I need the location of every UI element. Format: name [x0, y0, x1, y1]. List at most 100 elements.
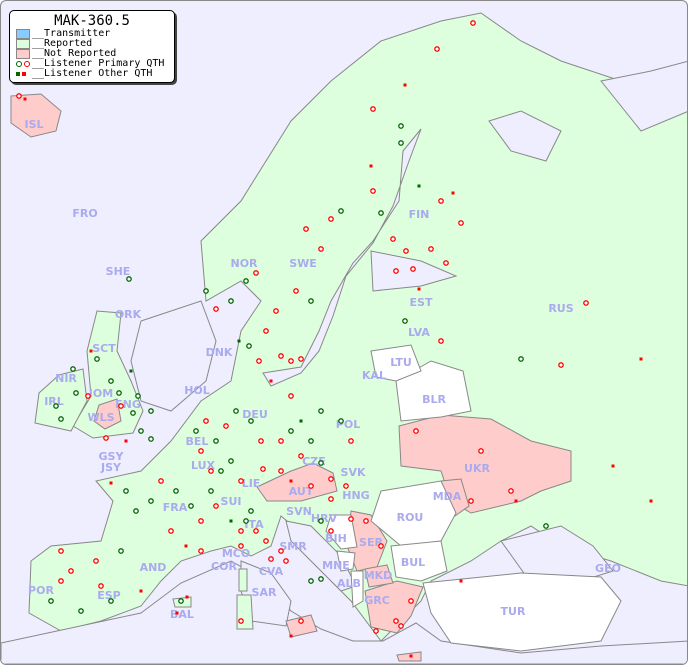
listener-primary-red	[370, 106, 376, 112]
listener-primary-red	[438, 198, 444, 204]
adriatic-sea	[285, 520, 357, 592]
listener-other-red	[89, 349, 93, 353]
listener-primary-green	[48, 598, 54, 604]
reported-swatch	[16, 39, 30, 49]
country-label-deu: DEU	[242, 408, 268, 421]
listener-primary-red	[198, 548, 204, 554]
country-label-aut: AUT	[289, 485, 314, 498]
country-label-alb: ALB	[337, 577, 361, 590]
country-label-por: POR	[28, 584, 54, 597]
listener-primary-red	[398, 623, 404, 629]
listener-primary-red	[363, 518, 369, 524]
listener-primary-red	[468, 498, 474, 504]
listener-primary-green	[318, 408, 324, 414]
listener-primary-green	[308, 438, 314, 444]
listener-primary-green	[108, 598, 114, 604]
listener-other-red	[139, 589, 143, 593]
country-label-bal: BAL	[170, 608, 194, 621]
listener-primary-red	[263, 538, 269, 544]
corsica	[238, 568, 248, 592]
listener-other-green	[237, 339, 241, 343]
listener-primary-red	[168, 528, 174, 534]
listener-primary-red	[390, 236, 396, 242]
listener-primary-red	[288, 358, 294, 364]
listener-other-red	[514, 499, 518, 503]
country-label-svk: SVK	[341, 466, 366, 479]
country-label-fro: FRO	[72, 207, 97, 220]
country-label-irl: IRL	[44, 395, 64, 408]
listener-primary-red	[478, 448, 484, 454]
listener-primary-green	[148, 436, 154, 442]
baltic-sea	[262, 128, 422, 387]
listener-primary-red	[438, 338, 444, 344]
region-tur	[422, 572, 622, 652]
listener-other-red	[639, 357, 643, 361]
country-label-lva: LVA	[408, 326, 430, 339]
listener-primary-green	[288, 428, 294, 434]
listener-other-red	[409, 654, 413, 658]
listener-primary-green	[228, 458, 234, 464]
listener-primary-green	[543, 523, 549, 529]
not-reported-regions	[10, 93, 572, 662]
region-blr	[395, 360, 472, 422]
region-sicily	[285, 614, 318, 638]
country-label-wls: WLS	[87, 411, 114, 424]
listener-primary-green	[53, 403, 59, 409]
country-label-cor: COR	[211, 560, 237, 573]
listener-markers	[16, 20, 653, 658]
country-label-gsy: GSY	[99, 450, 125, 463]
listener-primary-green	[378, 210, 384, 216]
listener-primary-green	[243, 278, 249, 284]
country-label-jsy: JSY	[100, 461, 122, 474]
listener-primary-red	[278, 353, 284, 359]
listener-primary-red	[470, 20, 476, 26]
country-label-esp: ESP	[97, 589, 121, 602]
country-label-hol: HOL	[184, 384, 210, 397]
listener-primary-red	[434, 46, 440, 52]
listener-other-red	[417, 287, 421, 291]
region-bih	[325, 514, 358, 550]
country-label-hrv: HRV	[311, 512, 338, 525]
listener-primary-green	[518, 356, 524, 362]
listener-primary-red	[198, 518, 204, 524]
listener-primary-green	[318, 576, 324, 582]
listener-primary-red	[85, 393, 91, 399]
listener-primary-red	[303, 226, 309, 232]
listener-primary-red	[328, 476, 334, 482]
transmitter-swatch	[16, 29, 30, 39]
listener-primary-red	[293, 288, 299, 294]
region-aut	[256, 462, 338, 502]
country-label-isl: ISL	[24, 118, 43, 131]
listener-primary-red	[328, 528, 334, 534]
country-label-and: AND	[140, 561, 167, 574]
listener-primary-red	[408, 598, 414, 604]
country-label-dnk: DNK	[206, 346, 233, 359]
region-grc	[364, 580, 424, 634]
listener-primary-red	[393, 268, 399, 274]
country-label-rus: RUS	[548, 302, 573, 315]
listener-primary-red	[268, 556, 274, 562]
country-label-mkd: MKD	[364, 569, 393, 582]
listener-primary-red	[98, 583, 104, 589]
listener-primary-green	[193, 428, 199, 434]
listener-primary-red	[318, 246, 324, 252]
listener-primary-red	[403, 248, 409, 254]
listener-other-green	[417, 184, 421, 188]
listener-other-red	[269, 379, 273, 383]
country-label-bul: BUL	[401, 556, 425, 569]
listener-primary-green	[402, 318, 408, 324]
region-mkd	[364, 564, 394, 588]
listener-primary-green	[148, 498, 154, 504]
listener-other-red	[175, 611, 179, 615]
listener-primary-red	[213, 503, 219, 509]
legend-label: __Listener Other QTH	[32, 68, 153, 79]
country-label-smr: SMR	[279, 540, 307, 553]
listener-primary-red	[58, 548, 64, 554]
listener-primary-red	[103, 435, 109, 441]
listener-primary-red	[378, 543, 384, 549]
region-crete	[396, 651, 422, 662]
listener-primary-red	[558, 362, 564, 368]
listener-primary-green	[188, 503, 194, 509]
country-label-bih: BIH	[325, 532, 347, 545]
